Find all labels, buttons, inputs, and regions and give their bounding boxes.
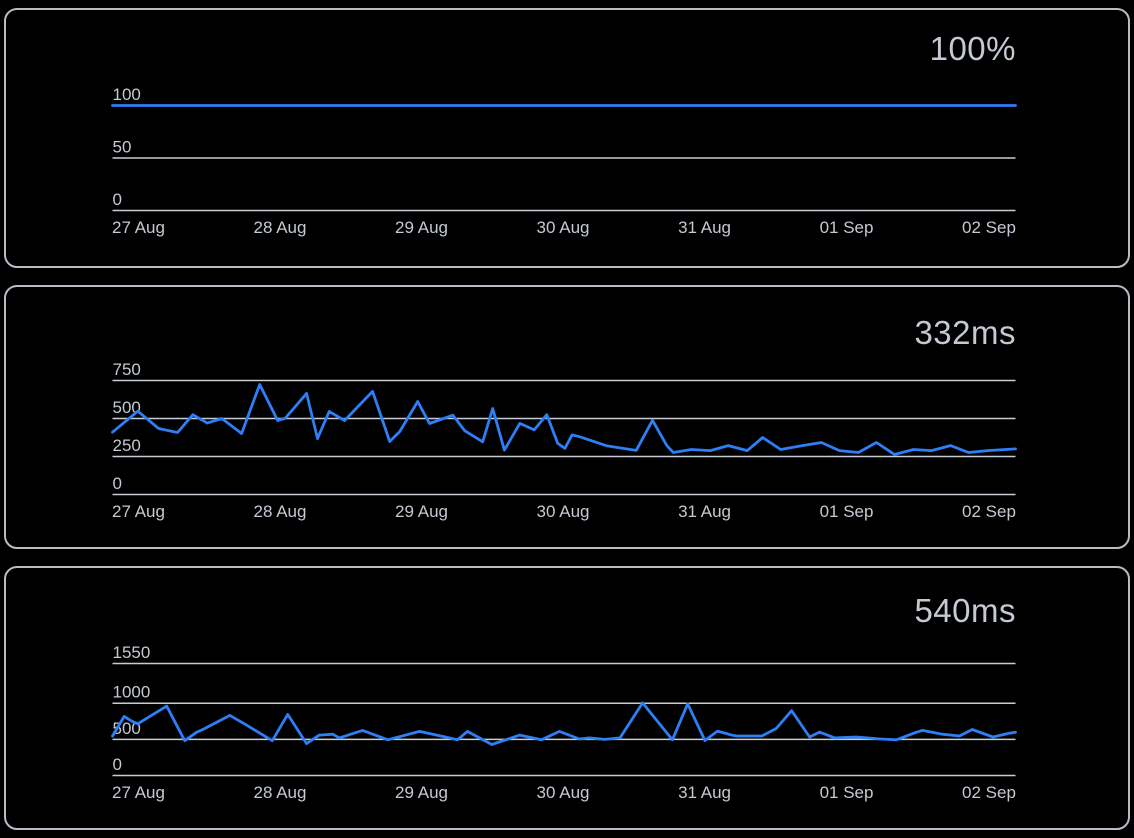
y-tick-label: 1550 [113,643,151,662]
data-line [111,383,1017,456]
x-tick-label: 30 Aug [536,217,590,237]
x-tick-label: 30 Aug [536,782,590,802]
availability-line-chart: 0 50 100 [111,85,1017,212]
chart-headline-value: 540ms [914,592,1016,629]
x-tick-label: 29 Aug [395,501,448,521]
y-tick-label: 0 [113,474,122,493]
response-time-chart-card: 332ms 0 250 500 750 27 Aug 28 Aug 29 Aug 30 Au… [4,285,1130,549]
y-tick-label: 250 [113,436,141,455]
x-tick-label: 01 Sep [819,782,874,802]
x-tick-label: 31 Aug [678,782,732,802]
x-tick-label: 02 Sep [962,217,1016,237]
x-tick-label: 28 Aug [253,501,307,521]
x-tick-label: 31 Aug [678,501,732,521]
data-line [111,701,1017,746]
y-tick-label: 750 [113,360,141,379]
y-tick-label: 0 [113,190,122,209]
y-tick-label: 100 [113,85,141,104]
x-tick-label: 02 Sep [962,501,1016,521]
x-tick-label: 31 Aug [678,217,732,237]
x-tick-label: 02 Sep [962,782,1016,802]
x-axis-labels: 27 Aug 28 Aug 29 Aug 30 Aug 31 Aug 01 Sep 02 S… [112,218,1016,238]
y-tick-label: 0 [113,755,122,774]
x-tick-label: 01 Sep [819,217,874,237]
chart-headline-value: 100% [929,30,1016,67]
response-time-chart-card-2: 540ms 0 500 1000 1550 27 Aug 28 Aug 29 Aug 30 … [4,566,1130,830]
x-tick-label: 29 Aug [395,217,448,237]
x-tick-label: 27 Aug [112,782,165,802]
x-tick-label: 30 Aug [536,501,590,521]
x-axis-labels: 27 Aug 28 Aug 29 Aug 30 Aug 31 Aug 01 Sep 02 S… [112,502,1016,522]
x-tick-label: 28 Aug [253,782,307,802]
chart-headline-value: 332ms [914,314,1016,351]
x-tick-label: 01 Sep [819,501,874,521]
x-axis-labels: 27 Aug 28 Aug 29 Aug 30 Aug 31 Aug 01 Sep 02 S… [112,783,1016,803]
response-time-line-chart: 0 250 500 750 [111,360,1017,496]
x-tick-label: 29 Aug [395,782,448,802]
y-tick-label: 1000 [113,683,151,702]
x-tick-label: 27 Aug [112,501,165,521]
y-tick-label: 50 [113,138,132,157]
x-tick-label: 27 Aug [112,217,165,237]
x-tick-label: 28 Aug [253,217,307,237]
y-tick-label: 500 [113,398,141,417]
availability-chart-card: 100% 0 50 100 27 Aug 28 Aug 29 Aug 30 Aug 31 A… [4,8,1130,268]
